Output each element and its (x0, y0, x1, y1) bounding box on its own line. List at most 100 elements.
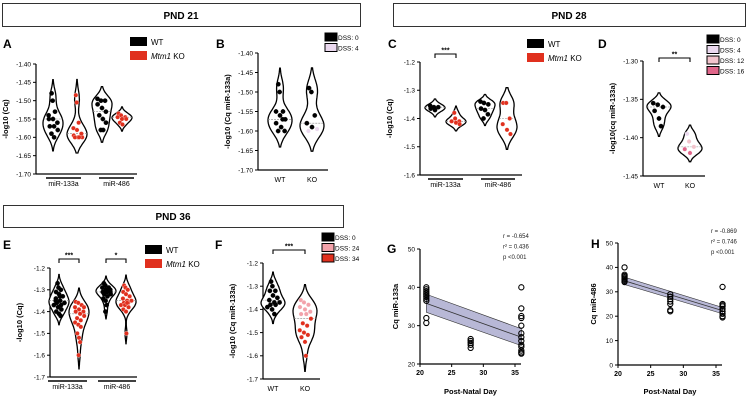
data-point (76, 134, 82, 140)
y-tick-label: 20 (606, 314, 614, 321)
data-point (266, 297, 272, 303)
data-point (57, 293, 63, 299)
y-tick-label: -1.5 (247, 330, 259, 337)
significance-label: *** (441, 48, 449, 55)
data-point (423, 293, 430, 301)
data-point (270, 293, 276, 298)
y-tick-label: -1.55 (238, 109, 253, 116)
legend-label-rest: KO (186, 260, 200, 269)
x-category-label: WT (268, 386, 280, 393)
data-point (621, 264, 628, 271)
data-point (273, 109, 279, 114)
data-point (306, 302, 311, 308)
data-point (435, 104, 441, 110)
stat-text: r² = 0.746 (711, 240, 738, 246)
data-point (74, 331, 80, 336)
y-tick-label: -1.6 (404, 172, 416, 179)
data-point (127, 293, 133, 299)
y-tick-label: 0 (609, 362, 613, 369)
violin (111, 106, 133, 132)
x-category-label: KO (307, 177, 318, 184)
significance-bracket (434, 53, 457, 58)
x-category-label: WT (275, 177, 287, 184)
y-tick-label: -1.6 (34, 353, 46, 360)
data-point (126, 304, 131, 310)
data-point (275, 295, 280, 301)
data-point (49, 131, 54, 137)
y-axis-label: -log10 (Cq) (15, 302, 24, 342)
data-point (451, 110, 457, 116)
data-point (518, 350, 525, 357)
legend-swatch (321, 232, 335, 242)
stat-text: r² = 0.436 (503, 245, 530, 251)
violin (48, 273, 70, 326)
header-text: PND 28 (551, 11, 586, 22)
x-axis-label: Post-Natal Day (644, 387, 698, 396)
data-point (103, 287, 109, 293)
data-point (304, 120, 310, 126)
data-point (667, 300, 674, 308)
violin (677, 124, 703, 163)
y-axis-label: -log10 (Cq) (1, 99, 10, 139)
data-point (301, 300, 307, 305)
panel-letter: F (215, 238, 222, 252)
violin (260, 271, 286, 325)
y-tick-label: -1.2 (34, 265, 46, 272)
legend-label: DSS: 12 (720, 58, 745, 65)
legend-label: Mtm1 KO (166, 260, 200, 269)
data-point (303, 353, 309, 359)
y-axis-label: -log10 (Cq miR-133a) (223, 74, 232, 149)
data-point (307, 309, 313, 315)
y-axis-label: Cq miR-133a (391, 283, 400, 329)
data-point (51, 123, 57, 129)
panel-g: G 20 30 40 50 Cq miR-133a 20 25 30 35 Post-Natal D… (387, 234, 530, 396)
data-point (269, 307, 275, 312)
data-point (518, 347, 525, 354)
data-point (478, 106, 484, 111)
y-tick-label: -1.30 (623, 58, 638, 65)
data-point (298, 297, 304, 303)
data-point (280, 109, 286, 114)
data-point (508, 131, 513, 137)
data-point (74, 127, 80, 133)
y-tick-label: -1.4 (34, 309, 46, 316)
y-tick-label: 50 (408, 246, 416, 253)
y-tick-label: -1.3 (404, 88, 416, 95)
legend-label: DSS: 4 (720, 48, 741, 55)
header-text: PND 36 (155, 212, 190, 223)
data-point (74, 315, 80, 321)
x-tick-label: 35 (712, 371, 720, 378)
data-point (656, 116, 662, 121)
violin (646, 92, 672, 138)
data-point (72, 304, 78, 310)
data-point (81, 304, 87, 310)
data-point (77, 339, 83, 345)
legend-label-italic: Mtm1 (151, 52, 171, 61)
y-tick-label: 30 (606, 289, 614, 296)
violin-shape (646, 92, 672, 138)
data-point (50, 116, 56, 122)
data-point (100, 116, 106, 122)
data-point (449, 118, 454, 124)
data-point (302, 339, 308, 345)
violin (424, 98, 446, 118)
data-point (686, 139, 692, 144)
data-point (264, 304, 270, 310)
data-point (485, 102, 491, 107)
violin-shape (66, 78, 88, 154)
data-point (518, 330, 525, 337)
data-point (51, 134, 57, 140)
y-axis-label: -log10(cq miR-133a) (608, 82, 617, 154)
violin (445, 105, 467, 132)
data-point (423, 297, 430, 304)
y-tick-label: -1.65 (238, 148, 253, 155)
panel-letter: C (388, 37, 397, 51)
x-category-label: miR-133a (430, 182, 460, 189)
x-tick-label: 30 (679, 371, 687, 378)
data-point (124, 331, 129, 336)
y-tick-label: -1.7 (34, 374, 46, 381)
y-tick-label: -1.40 (16, 61, 31, 68)
x-category-label: miR-133a (48, 181, 78, 188)
y-tick-label: 40 (606, 265, 614, 272)
data-point (684, 131, 690, 137)
